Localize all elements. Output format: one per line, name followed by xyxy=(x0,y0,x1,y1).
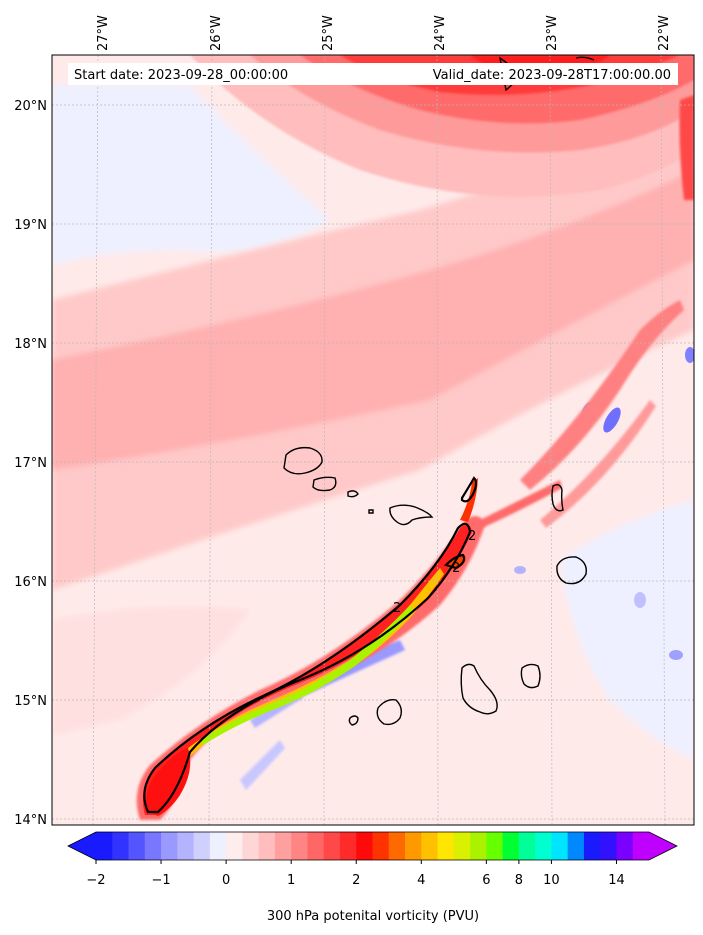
colorbar-tick-label: 4 xyxy=(417,873,425,888)
contour-label: 2 xyxy=(393,601,401,616)
colorbar-tick-label: 10 xyxy=(543,873,560,888)
colorbar-segment xyxy=(583,832,601,860)
colorbar-segment xyxy=(405,832,422,860)
lat-label: 14°N xyxy=(14,813,47,828)
colorbar-title: 300 hPa potenital vorticity (PVU) xyxy=(267,909,479,924)
colorbar-segment xyxy=(161,832,178,860)
colorbar-segment xyxy=(421,832,439,860)
colorbar-segment xyxy=(258,832,276,860)
colorbar-segment xyxy=(144,832,162,860)
colorbar-segment xyxy=(242,832,260,860)
colorbar-segment xyxy=(518,832,536,860)
colorbar-segment xyxy=(551,832,569,860)
valid-date-label: Valid_date: 2023-09-28T17:00:00.00 xyxy=(433,68,671,83)
colorbar-segment xyxy=(209,832,227,860)
colorbar-segment xyxy=(177,832,195,860)
colorbar-tick-label: 6 xyxy=(482,873,490,888)
colorbar-segment xyxy=(128,832,146,860)
colorbar-segment xyxy=(535,832,552,860)
lat-label: 20°N xyxy=(14,99,47,114)
header-box xyxy=(68,63,678,85)
colorbar-segment xyxy=(486,832,504,860)
lon-label: 23°W xyxy=(545,15,560,51)
lon-label: 24°W xyxy=(433,15,448,51)
colorbar-tick-label: 2 xyxy=(352,873,360,888)
lon-label: 22°W xyxy=(657,15,672,51)
colorbar-segment xyxy=(616,832,634,860)
lat-label: 18°N xyxy=(14,337,47,352)
graticule xyxy=(52,55,694,825)
colorbar-extend-low xyxy=(68,832,96,860)
colorbar-tick-label: −1 xyxy=(151,873,170,888)
colorbar-segment xyxy=(339,832,357,860)
colorbar-segment xyxy=(323,832,341,860)
pv-contour-2 xyxy=(143,522,472,814)
colorbar-segment xyxy=(632,832,650,860)
colorbar-segment xyxy=(96,832,113,860)
lon-label: 25°W xyxy=(321,15,336,51)
colorbar-segment xyxy=(567,832,585,860)
colorbar-segment xyxy=(453,832,471,860)
map-frame xyxy=(51,54,695,826)
colorbar-segment xyxy=(112,832,130,860)
colorbar-segment xyxy=(470,832,487,860)
colorbar-segment xyxy=(437,832,455,860)
lat-label: 19°N xyxy=(14,218,47,233)
lon-labels: 27°W 26°W 25°W 24°W 23°W 22°W xyxy=(96,15,672,51)
lon-label: 27°W xyxy=(96,15,111,51)
colorbar-tick-label: 0 xyxy=(222,873,230,888)
colorbar-segment xyxy=(600,832,617,860)
colorbar-segment xyxy=(388,832,406,860)
contour-label: 2 xyxy=(452,561,460,576)
colorbar-ticks: −2 −1 0 1 2 4 6 8 10 14 xyxy=(86,873,624,888)
colorbar-segment xyxy=(193,832,211,860)
start-date-label: Start date: 2023-09-28_00:00:00 xyxy=(74,68,288,83)
colorbar-tick-label: −2 xyxy=(86,873,105,888)
colorbar-tick-label: 8 xyxy=(515,873,523,888)
colorbar-segment xyxy=(356,832,373,860)
contour-label: 2 xyxy=(468,529,476,544)
colorbar-segment xyxy=(274,832,292,860)
colorbar-segment xyxy=(372,832,390,860)
colorbar-segment xyxy=(291,832,308,860)
lon-label: 26°W xyxy=(209,15,224,51)
colorbar-tick-label: 14 xyxy=(608,873,625,888)
colorbar-tick-label: 1 xyxy=(287,873,295,888)
colorbar xyxy=(67,831,678,864)
colorbar-segment xyxy=(226,832,243,860)
colorbar-segment xyxy=(502,832,520,860)
lat-label: 17°N xyxy=(14,456,47,471)
colorbar-extend-high xyxy=(649,832,677,860)
map-panel xyxy=(52,55,694,825)
lat-label: 15°N xyxy=(14,694,47,709)
coastlines xyxy=(283,56,595,726)
colorbar-segment xyxy=(307,832,325,860)
lat-label: 16°N xyxy=(14,575,47,590)
lat-labels: 20°N 19°N 18°N 17°N 16°N 15°N 14°N xyxy=(14,99,47,828)
